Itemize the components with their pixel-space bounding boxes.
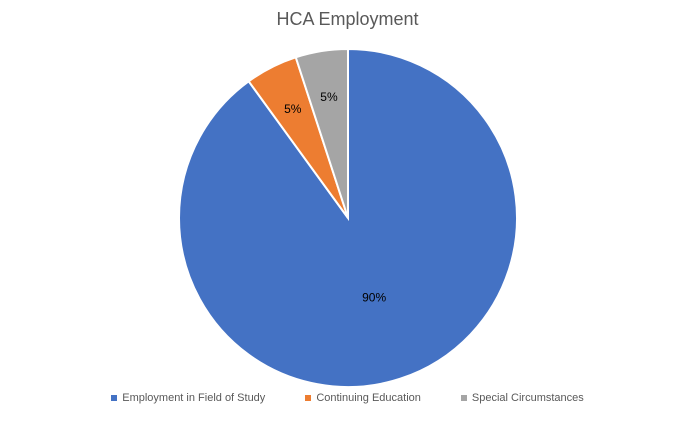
chart-title: HCA Employment	[276, 9, 419, 29]
legend: Employment in Field of Study Continuing E…	[0, 392, 695, 404]
legend-swatch-continuing-education	[305, 395, 312, 401]
data-label-special-circumstances: 5%	[320, 90, 338, 104]
legend-swatch-employment-in-field	[111, 395, 118, 401]
data-label-employment-in-field: 90%	[362, 291, 386, 305]
legend-item-continuing-education: Continuing Education	[305, 392, 421, 404]
pie-slice-employment-in-field	[178, 47, 518, 388]
legend-item-employment-in-field: Employment in Field of Study	[111, 392, 265, 404]
legend-label-special-circumstances: Special Circumstances	[471, 392, 584, 404]
legend-label-employment-in-field: Employment in Field of Study	[122, 392, 266, 404]
legend-label-continuing-education: Continuing Education	[316, 392, 421, 404]
data-label-continuing-education: 5%	[284, 102, 302, 116]
pie-slice-special-circumstances	[294, 47, 349, 219]
legend-item-special-circumstances: Special Circumstances	[460, 392, 584, 404]
legend-swatch-special-circumstances	[460, 395, 467, 401]
